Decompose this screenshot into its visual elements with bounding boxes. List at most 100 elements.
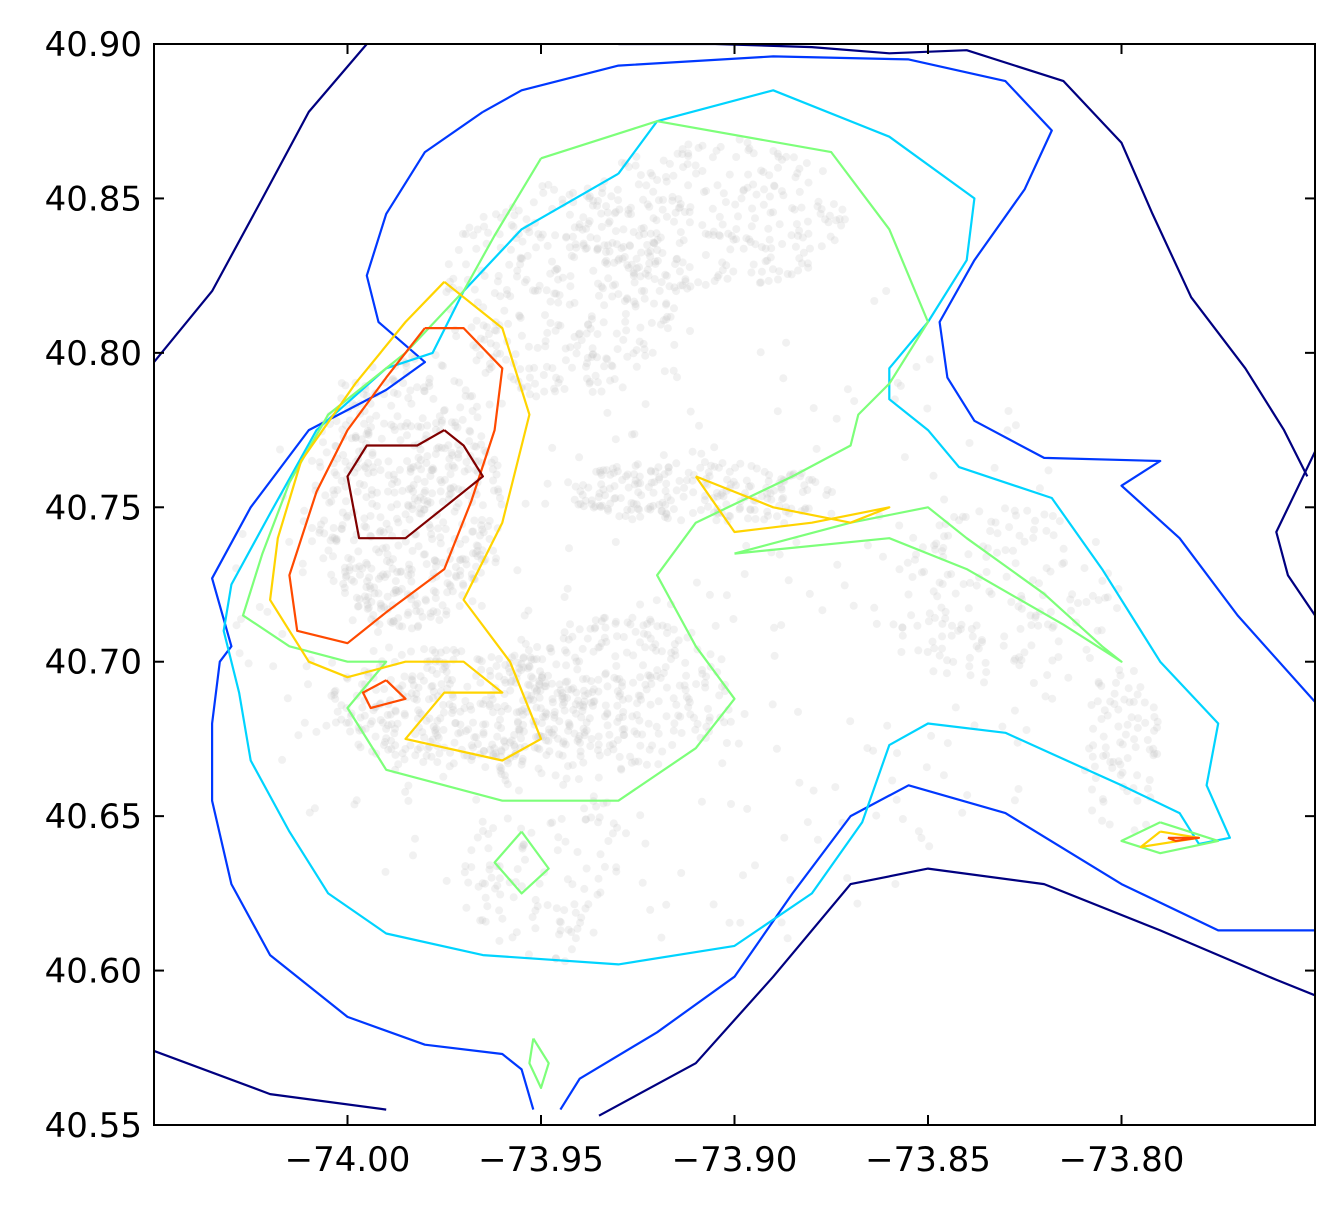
scatter-point	[1109, 757, 1118, 766]
scatter-point	[605, 247, 614, 256]
scatter-point	[614, 290, 623, 299]
scatter-point	[467, 741, 476, 750]
scatter-point	[360, 592, 369, 601]
scatter-point	[441, 525, 450, 533]
scatter-point	[707, 461, 716, 470]
scatter-point	[775, 220, 784, 229]
scatter-point	[1123, 720, 1132, 729]
scatter-point	[698, 666, 706, 674]
scatter-point	[611, 494, 620, 502]
scatter-point	[395, 465, 404, 474]
scatter-point	[613, 632, 621, 641]
scatter-point	[436, 539, 445, 548]
scatter-point	[418, 414, 427, 423]
scatter-point	[943, 656, 952, 665]
scatter-point	[552, 373, 561, 382]
scatter-point	[513, 865, 522, 874]
scatter-point	[565, 243, 574, 252]
scatter-point	[597, 471, 606, 479]
scatter-point	[613, 467, 622, 476]
scatter-point	[1009, 546, 1017, 555]
scatter-point	[732, 225, 741, 234]
scatter-point	[469, 341, 478, 350]
scatter-point	[579, 239, 588, 248]
scatter-point	[698, 167, 707, 175]
scatter-point	[713, 273, 722, 282]
scatter-point	[718, 220, 727, 229]
scatter-point	[449, 706, 458, 714]
scatter-point	[773, 407, 782, 416]
scatter-point	[652, 672, 661, 681]
scatter-point	[809, 786, 818, 795]
scatter-point	[606, 499, 615, 508]
scatter-point	[620, 297, 629, 306]
scatter-point	[513, 272, 521, 281]
scatter-point	[363, 560, 372, 569]
scatter-point	[482, 323, 491, 332]
scatter-point	[363, 600, 372, 609]
scatter-point	[599, 614, 608, 623]
scatter-point	[610, 673, 619, 682]
scatter-point	[623, 618, 632, 627]
scatter-points	[232, 135, 1162, 966]
scatter-point	[571, 240, 580, 249]
scatter-point	[531, 287, 539, 295]
scatter-point	[391, 577, 400, 586]
scatter-point	[686, 327, 694, 335]
scatter-point	[769, 208, 778, 217]
scatter-point	[423, 500, 432, 509]
scatter-point	[479, 321, 488, 330]
scatter-point	[532, 243, 540, 252]
scatter-point	[1143, 736, 1152, 744]
scatter-point	[391, 706, 400, 715]
scatter-point	[497, 764, 506, 773]
scatter-point	[691, 161, 700, 170]
scatter-point	[653, 246, 662, 254]
scatter-point	[691, 725, 700, 734]
scatter-point	[895, 521, 904, 530]
scatter-point	[977, 636, 986, 644]
scatter-point	[362, 430, 371, 438]
scatter-point	[972, 642, 981, 651]
scatter-point	[513, 266, 522, 275]
scatter-point	[803, 217, 812, 226]
scatter-point	[473, 552, 482, 561]
scatter-point	[341, 421, 350, 430]
scatter-point	[1127, 713, 1136, 722]
scatter-point	[1000, 632, 1009, 641]
scatter-point	[646, 634, 655, 643]
scatter-point	[1124, 684, 1133, 693]
scatter-point	[587, 698, 596, 707]
scatter-point	[697, 449, 706, 458]
scatter-point	[428, 535, 437, 543]
scatter-point	[562, 661, 571, 670]
scatter-point	[514, 717, 522, 726]
scatter-point	[1010, 506, 1019, 515]
scatter-point	[458, 415, 467, 424]
scatter-point	[684, 468, 693, 477]
scatter-point	[795, 187, 804, 196]
scatter-point	[363, 577, 372, 586]
scatter-point	[564, 726, 573, 735]
scatter-point	[546, 297, 555, 306]
scatter-point	[646, 905, 655, 914]
scatter-point	[646, 700, 655, 709]
scatter-point	[701, 683, 710, 692]
scatter-point	[575, 657, 584, 666]
scatter-point	[1106, 758, 1115, 766]
scatter-point	[536, 233, 545, 242]
scatter-point	[764, 276, 773, 285]
scatter-point	[640, 345, 649, 354]
scatter-point	[469, 718, 477, 727]
scatter-point	[448, 587, 457, 596]
scatter-point	[401, 537, 410, 546]
scatter-point	[576, 747, 585, 756]
y-tick-label: 40.75	[45, 488, 142, 528]
scatter-point	[575, 732, 584, 740]
scatter-point	[773, 149, 782, 158]
scatter-point	[517, 760, 526, 769]
scatter-point	[903, 558, 912, 567]
scatter-point	[594, 279, 602, 288]
scatter-point	[1099, 732, 1108, 741]
scatter-point	[486, 745, 495, 754]
